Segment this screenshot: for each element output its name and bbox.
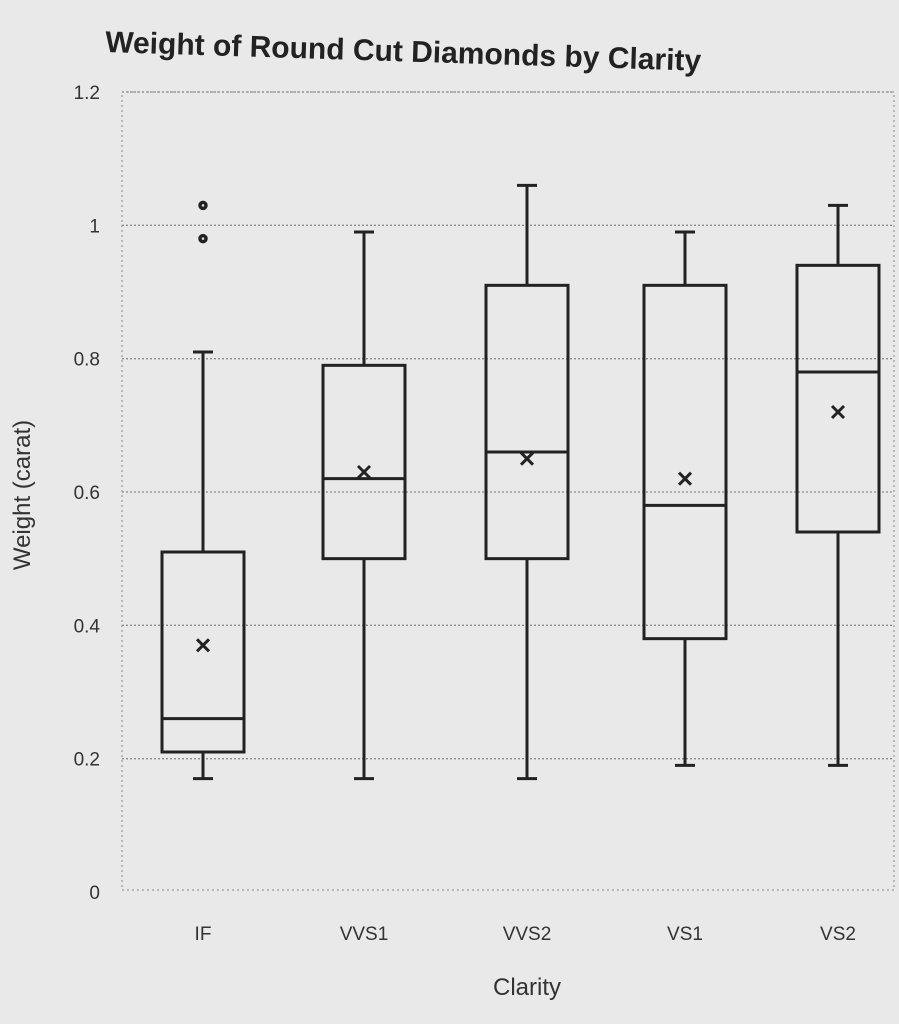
iqr-box <box>484 283 570 561</box>
iqr-box <box>160 550 246 754</box>
mean-marker <box>519 451 535 466</box>
y-tick-labels: 0 0.2 0.4 0.6 0.8 1 1.2 <box>74 83 101 904</box>
mean-marker <box>830 404 846 420</box>
iqr-box <box>795 263 881 534</box>
box-vs2 <box>795 203 881 767</box>
chart-title: Weight of Round Cut Diamonds by Clarity <box>105 26 702 78</box>
y-tick-label: 0.2 <box>74 750 100 771</box>
box-vvs1 <box>321 230 407 781</box>
y-tick-label: 0 <box>89 883 100 904</box>
y-tick-label: 1 <box>89 216 100 237</box>
x-tick-label: IF <box>195 924 212 945</box>
y-tick-label: 1.2 <box>74 83 100 104</box>
y-tick-label: 0.6 <box>74 483 100 504</box>
box-vvs2 <box>484 183 570 781</box>
y-axis-title: Weight (carat) <box>9 420 36 570</box>
mean-marker <box>677 471 693 486</box>
box-vs1 <box>642 230 728 767</box>
y-tick-label: 0.8 <box>74 350 100 371</box>
iqr-box <box>642 283 728 641</box>
mean-marker <box>356 464 372 480</box>
outlier-point <box>198 200 208 211</box>
box-series <box>160 183 881 781</box>
x-tick-label: VS2 <box>820 924 856 945</box>
x-tick-labels: IF VVS1 VVS2 VS1 VS2 <box>195 924 856 945</box>
box-if <box>160 200 246 781</box>
x-tick-label: VS1 <box>667 924 703 945</box>
x-axis-title: Clarity <box>493 974 561 1001</box>
mean-marker <box>195 638 211 653</box>
gridlines <box>122 91 894 760</box>
plot-frame <box>121 91 895 891</box>
iqr-box <box>321 363 407 561</box>
x-tick-label: VVS2 <box>503 924 552 945</box>
outlier-point <box>198 233 208 244</box>
y-tick-label: 0.4 <box>74 616 101 637</box>
x-tick-label: VVS1 <box>340 924 389 945</box>
